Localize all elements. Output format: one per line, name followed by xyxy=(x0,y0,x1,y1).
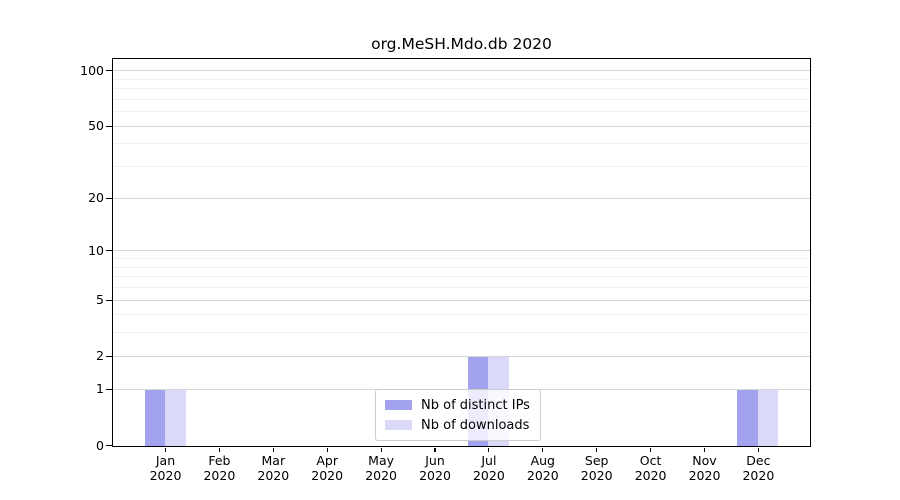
x-tick-label: Dec 2020 xyxy=(742,453,775,483)
gridline-minor xyxy=(113,286,810,288)
x-tick-label: Feb 2020 xyxy=(203,453,236,483)
legend-item-distinct-ips: Nb of distinct IPs xyxy=(385,395,530,415)
y-tick xyxy=(106,388,112,390)
gridline-minor xyxy=(113,78,810,80)
x-tick xyxy=(164,447,167,452)
legend-label-distinct-ips: Nb of distinct IPs xyxy=(421,397,530,413)
x-tick xyxy=(757,447,759,452)
x-tick-label: Apr 2020 xyxy=(311,453,344,483)
x-tick xyxy=(488,447,490,452)
gridline-major xyxy=(113,70,810,72)
gridline-major xyxy=(113,299,810,301)
y-tick xyxy=(106,125,112,127)
x-tick-label: May 2020 xyxy=(365,453,397,483)
gridline-major xyxy=(113,250,810,252)
y-tick-label: 0 xyxy=(96,437,104,453)
gridline-minor xyxy=(113,88,810,90)
bar-downloads xyxy=(757,389,779,446)
x-tick xyxy=(434,447,436,452)
legend-swatch-distinct-ips xyxy=(385,400,412,410)
gridline-major xyxy=(113,355,810,357)
gridline-major xyxy=(113,125,810,127)
y-tick xyxy=(106,355,112,357)
chart-title: org.MeSH.Mdo.db 2020 xyxy=(371,35,552,53)
gridline-minor xyxy=(113,314,810,316)
gridline-minor xyxy=(113,166,810,168)
y-tick-label: 50 xyxy=(88,118,104,134)
y-tick xyxy=(106,70,112,72)
x-tick xyxy=(272,447,274,452)
legend-item-downloads: Nb of downloads xyxy=(385,415,530,435)
bar-downloads xyxy=(165,389,186,446)
gridline-minor xyxy=(113,266,810,268)
y-tick xyxy=(106,250,112,252)
x-tick-label: Nov 2020 xyxy=(688,453,721,483)
y-tick-label: 1 xyxy=(96,381,104,397)
gridline-minor xyxy=(113,332,810,334)
y-tick-label: 2 xyxy=(96,348,104,364)
legend-label-downloads: Nb of downloads xyxy=(421,417,530,433)
legend: Nb of distinct IPs Nb of downloads xyxy=(375,389,541,441)
bar-distinct-ips xyxy=(144,389,165,446)
gridline-major xyxy=(113,197,810,199)
x-tick xyxy=(650,447,652,452)
gridline-minor xyxy=(113,143,810,145)
x-tick-label: Aug 2020 xyxy=(526,453,559,483)
y-tick-label: 20 xyxy=(88,190,104,206)
x-tick-label: Jul 2020 xyxy=(472,453,505,483)
x-tick xyxy=(542,447,544,452)
gridline-minor xyxy=(113,276,810,278)
legend-swatch-downloads xyxy=(385,420,412,430)
x-tick xyxy=(218,447,220,452)
gridline-minor xyxy=(113,258,810,260)
bar-distinct-ips xyxy=(737,389,758,446)
x-tick-label: Sep 2020 xyxy=(580,453,613,483)
y-tick xyxy=(106,197,112,199)
gridline-minor xyxy=(113,98,810,100)
gridline-minor xyxy=(113,111,810,113)
x-tick-label: Oct 2020 xyxy=(634,453,667,483)
x-tick xyxy=(596,447,598,452)
x-tick xyxy=(380,447,382,452)
x-tick xyxy=(703,447,706,452)
x-tick xyxy=(326,447,328,452)
y-tick-label: 10 xyxy=(88,242,104,258)
x-tick-label: Jun 2020 xyxy=(419,453,451,483)
x-tick-label: Jan 2020 xyxy=(149,453,182,483)
y-tick-label: 100 xyxy=(80,62,104,78)
y-tick xyxy=(106,299,112,301)
y-tick xyxy=(106,445,112,447)
y-tick-label: 5 xyxy=(96,292,104,307)
x-tick-label: Mar 2020 xyxy=(257,453,290,483)
